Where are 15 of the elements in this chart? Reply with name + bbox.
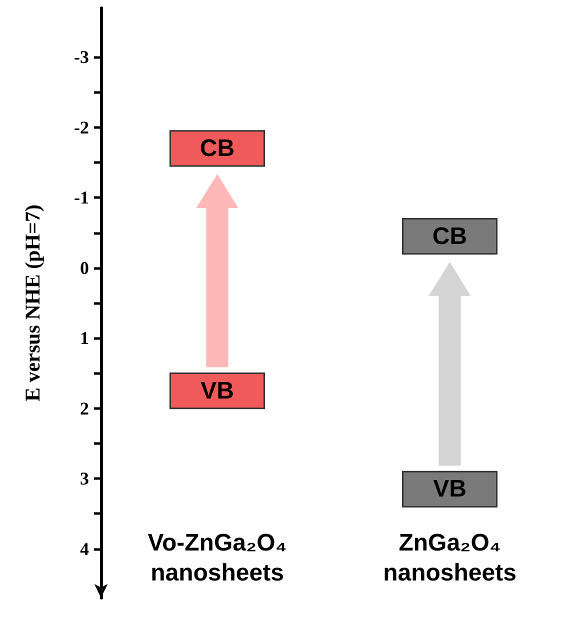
data-label: VB bbox=[200, 377, 234, 404]
data-label: CB bbox=[200, 134, 235, 162]
data-label: VB bbox=[433, 476, 466, 503]
y-tick-label: 1 bbox=[80, 328, 89, 348]
x-tick-label: Vo-ZnGa₂O₄ nanosheets bbox=[148, 530, 287, 586]
y-axis-title: E versus NHE (pH=7) bbox=[20, 204, 44, 402]
y-tick-label: 2 bbox=[80, 398, 89, 418]
y-tick-label: 4 bbox=[80, 538, 89, 559]
y-tick-label: -1 bbox=[74, 188, 89, 208]
data-label: CB bbox=[432, 222, 468, 250]
y-tick-label: -3 bbox=[74, 47, 89, 68]
y-tick-label: 3 bbox=[80, 468, 89, 489]
y-tick-label: 0 bbox=[80, 258, 89, 278]
x-tick-label: ZnGa₂O₄ nanosheets bbox=[383, 530, 516, 586]
y-tick-label: -2 bbox=[74, 117, 89, 138]
